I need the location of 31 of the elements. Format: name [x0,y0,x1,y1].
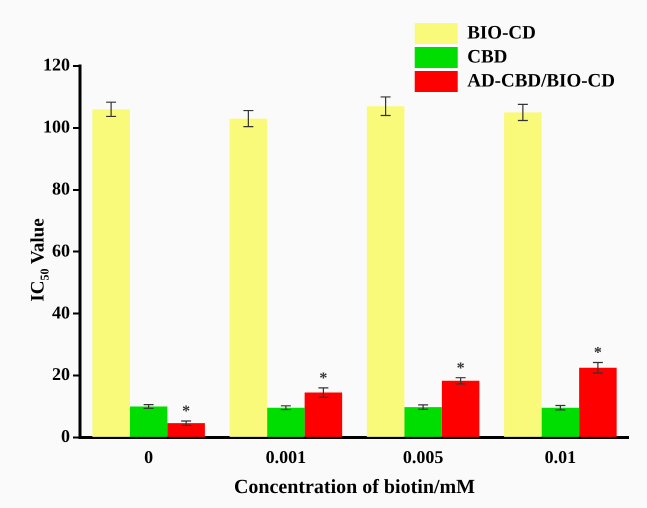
x-tick-label: 0.001 [266,446,306,467]
x-tick-label: 0.005 [402,446,444,467]
x-axis-title: Concentration of biotin/mM [234,476,476,498]
bar [404,407,442,437]
y-tick-label: 0 [61,426,70,446]
annotation: * [182,403,190,420]
annotation: * [594,344,602,362]
bar [267,408,305,437]
bar [542,408,580,437]
bar [366,106,404,437]
y-tick-label: 40 [52,302,70,322]
bar [442,380,480,437]
x-tick-label: 0.01 [544,446,576,467]
y-tick-label: 20 [52,364,70,384]
bar [504,112,542,437]
bar [130,406,168,437]
bar [230,118,268,437]
y-tick-label: 80 [52,178,70,198]
legend-label: AD-CBD/BIO-CD [467,70,615,92]
annotation: * [456,360,465,377]
y-tick-label: 100 [43,116,70,137]
legend-label: CBD [467,46,508,68]
bar [579,368,617,437]
y-tick-label: 60 [52,240,70,260]
bar [167,423,205,437]
bar [304,392,342,437]
x-tick-label: 0 [144,446,154,467]
y-tick-label: 120 [43,54,70,75]
annotation: * [319,370,328,388]
legend-label: BIO-CD [467,22,536,44]
bar [92,109,130,437]
